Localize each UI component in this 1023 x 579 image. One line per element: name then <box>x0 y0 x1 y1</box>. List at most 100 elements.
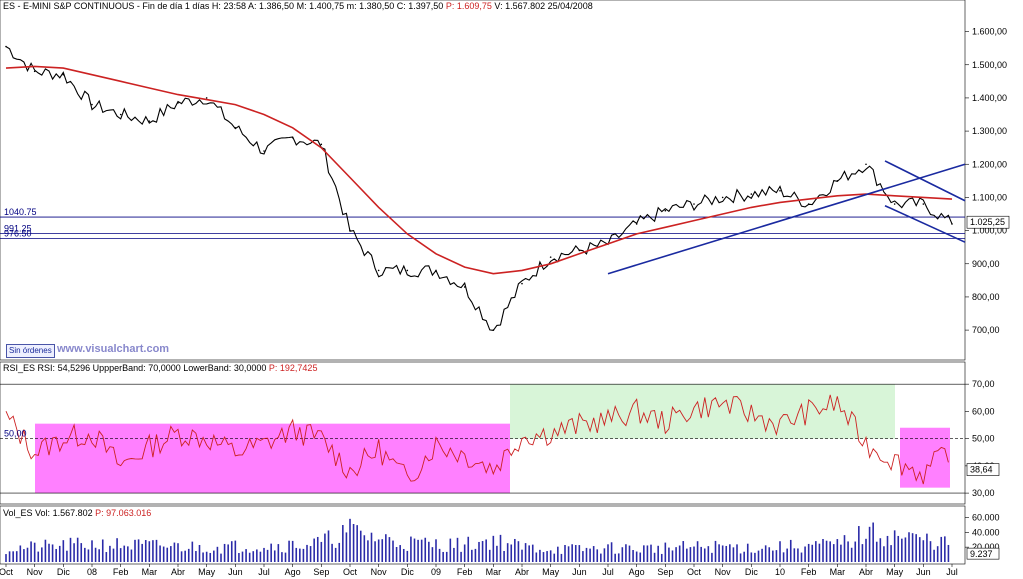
p-value: 1.609,75 <box>456 1 492 11</box>
uptrend-line <box>607 163 966 275</box>
rsi-series <box>5 394 949 485</box>
price-point <box>951 223 953 225</box>
price-tick-label: 900,00 <box>972 259 1000 269</box>
x-tick-label: Jun <box>228 567 243 577</box>
volume-tick-label: 60.000 <box>972 512 1000 522</box>
moving-average <box>5 65 953 275</box>
x-tick-label: Ago <box>285 567 301 577</box>
lower-band-value: 30,0000 <box>233 363 267 373</box>
price-point <box>463 286 466 288</box>
price-point <box>635 223 638 225</box>
price-tick-label: 700,00 <box>972 325 1000 335</box>
price-point <box>779 189 781 192</box>
price-line <box>5 46 953 331</box>
x-tick-label: Mar <box>142 567 158 577</box>
price-point <box>693 203 695 205</box>
last-price-label: 1.025,25 <box>970 217 1005 227</box>
price-point <box>62 73 65 76</box>
trend-lines <box>607 160 966 275</box>
rsi-side-label: 50,00 <box>4 429 27 439</box>
price-point <box>377 269 380 272</box>
price-point <box>578 249 581 252</box>
price-point <box>119 113 122 116</box>
x-tick-label: Sep <box>313 567 329 577</box>
rsi-name: RSI_ES <box>3 363 36 373</box>
price-point <box>177 102 179 104</box>
x-tick-label: 08 <box>87 567 97 577</box>
x-tick-label: Abr <box>515 567 529 577</box>
watermark: www.visualchart.com <box>57 343 170 355</box>
price-point <box>205 97 208 99</box>
last-volume-label: 9.237 <box>970 549 993 559</box>
x-tick-label: Jun <box>572 567 587 577</box>
price-point <box>320 143 323 146</box>
x-tick-label: Jul <box>602 567 614 577</box>
rsi-tick-label: 30,00 <box>972 488 995 498</box>
price-tick-label: 800,00 <box>972 292 1000 302</box>
price-tick-label: 1.400,00 <box>972 93 1007 103</box>
price-point <box>549 256 552 258</box>
upper-band-value: 70,0000 <box>148 363 181 373</box>
x-tick-label: Mar <box>486 567 502 577</box>
rsi-p-value: 192,7425 <box>279 363 318 373</box>
volume-tick-label: 20.000 <box>972 542 1000 552</box>
price-point <box>234 126 237 129</box>
x-tick-label: Ago <box>629 567 645 577</box>
x-tick-label: Abr <box>859 567 873 577</box>
price-header: ES - E-MINI S&P CONTINUOUS - Fin de día … <box>3 1 593 11</box>
a-value: 1.386,50 <box>259 1 295 11</box>
price-point <box>291 136 294 139</box>
channel-top-line <box>884 160 966 202</box>
price-point <box>807 203 810 205</box>
price-point <box>836 180 839 182</box>
price-point <box>750 193 753 195</box>
x-tick-label: Nov <box>715 567 732 577</box>
x-tick-label: Abr <box>171 567 185 577</box>
rsi-recent-box <box>900 427 950 488</box>
no-orders-button[interactable]: Sin órdenes <box>6 344 55 358</box>
x-tick-label: May <box>542 567 560 577</box>
rsi-value: 54,5296 <box>57 363 91 373</box>
date-value: 25/04/2008 <box>547 1 593 11</box>
last-rsi-label: 38,64 <box>970 465 993 475</box>
x-tick-label: Jun <box>916 567 931 577</box>
x-tick-label: May <box>198 567 216 577</box>
x-tick-label: Feb <box>801 567 817 577</box>
price-point <box>435 269 437 272</box>
m-value: 1.400,75 <box>309 1 345 11</box>
channel-bottom-line <box>884 204 966 243</box>
volume-tick-label: 40.000 <box>972 527 1000 537</box>
price-point <box>865 163 867 166</box>
x-tick-label: Nov <box>371 567 388 577</box>
price-point <box>148 120 151 122</box>
x-tick-label: May <box>886 567 904 577</box>
price-tick-label: 1.200,00 <box>972 159 1007 169</box>
price-point <box>721 196 724 199</box>
x-tick-label: Jul <box>258 567 270 577</box>
x-tick-label: Jul <box>946 567 958 577</box>
price-level-label: 991.25 <box>4 223 32 233</box>
price-tick-label: 1.600,00 <box>972 27 1007 37</box>
rsi-header: RSI_ES RSI: 54,5296 UppperBand: 70,0000 … <box>3 363 318 373</box>
vol-value: 1.567.802 <box>52 508 93 518</box>
price-point <box>521 282 523 285</box>
volume-header: Vol_ES Vol: 1.567.802 P: 97.063.016 <box>3 508 152 518</box>
symbol-title: ES - E-MINI S&P CONTINUOUS <box>3 1 135 11</box>
period-label: Fin de día 1 días <box>142 1 210 11</box>
rsi-line <box>5 394 949 485</box>
price-tick-label: 1.100,00 <box>972 192 1007 202</box>
x-tick-label: Oct <box>343 567 358 577</box>
x-tick-label: 10 <box>775 567 785 577</box>
x-tick-label: Oct <box>0 567 13 577</box>
price-tick-label: 1.000,00 <box>972 226 1007 236</box>
price-point <box>263 150 265 152</box>
rsi-tick-label: 70,00 <box>972 379 995 389</box>
vol-name: Vol_ES <box>3 508 33 518</box>
last-rsi-box <box>966 463 1000 476</box>
v-value: 1.567.802 <box>505 1 546 11</box>
x-tick-label: Oct <box>687 567 702 577</box>
x-tick-label: Mar <box>830 567 846 577</box>
c-value: 1.397,50 <box>408 1 444 11</box>
